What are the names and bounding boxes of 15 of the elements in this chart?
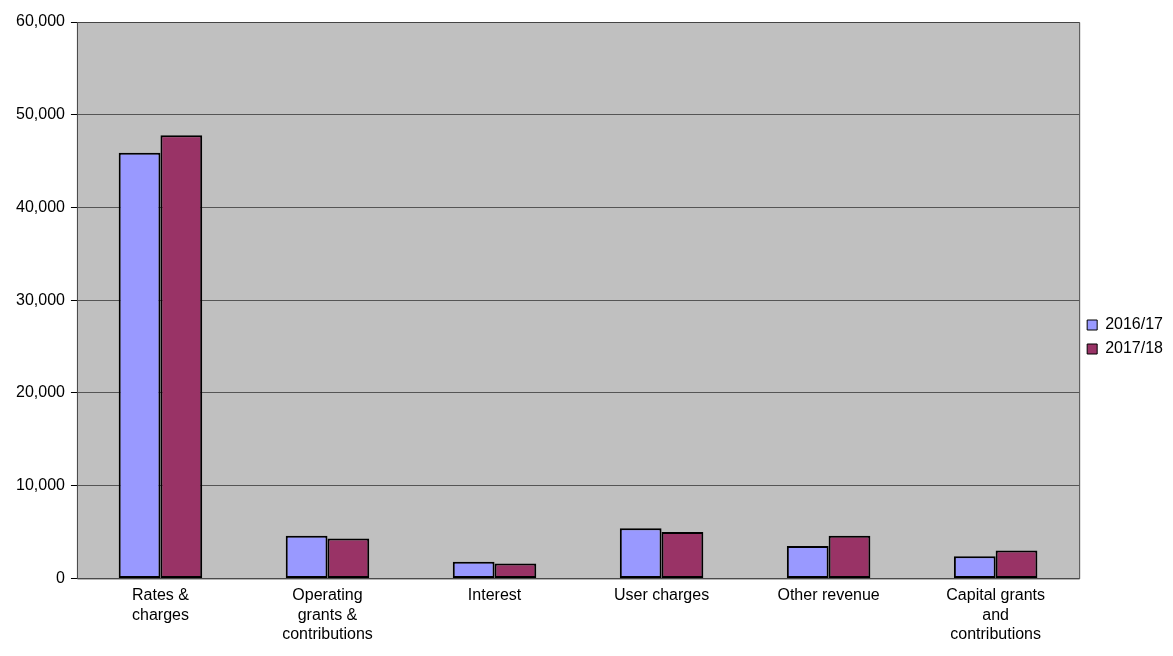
- y-tick-label: 20,000: [16, 383, 66, 401]
- y-tick-label: 30,000: [16, 290, 66, 308]
- y-tick-label: 0: [56, 568, 66, 586]
- y-tick-label: 60,000: [16, 12, 66, 30]
- x-tick-label: User charges: [613, 586, 710, 604]
- legend-label: 2016/17: [1105, 315, 1164, 333]
- y-tick-label: 10,000: [16, 476, 66, 494]
- y-tick-label: 40,000: [16, 197, 66, 215]
- x-tick-label: Interest: [467, 586, 522, 604]
- x-tick-label: Operating grants & contributions: [282, 586, 373, 642]
- x-tick-label: Capital grants and contributions: [946, 586, 1045, 642]
- y-tick-label: 50,000: [16, 105, 66, 123]
- x-tick-label: Rates & charges: [132, 586, 190, 623]
- legend-label: 2017/18: [1105, 339, 1164, 357]
- x-tick-label: Other revenue: [777, 586, 880, 604]
